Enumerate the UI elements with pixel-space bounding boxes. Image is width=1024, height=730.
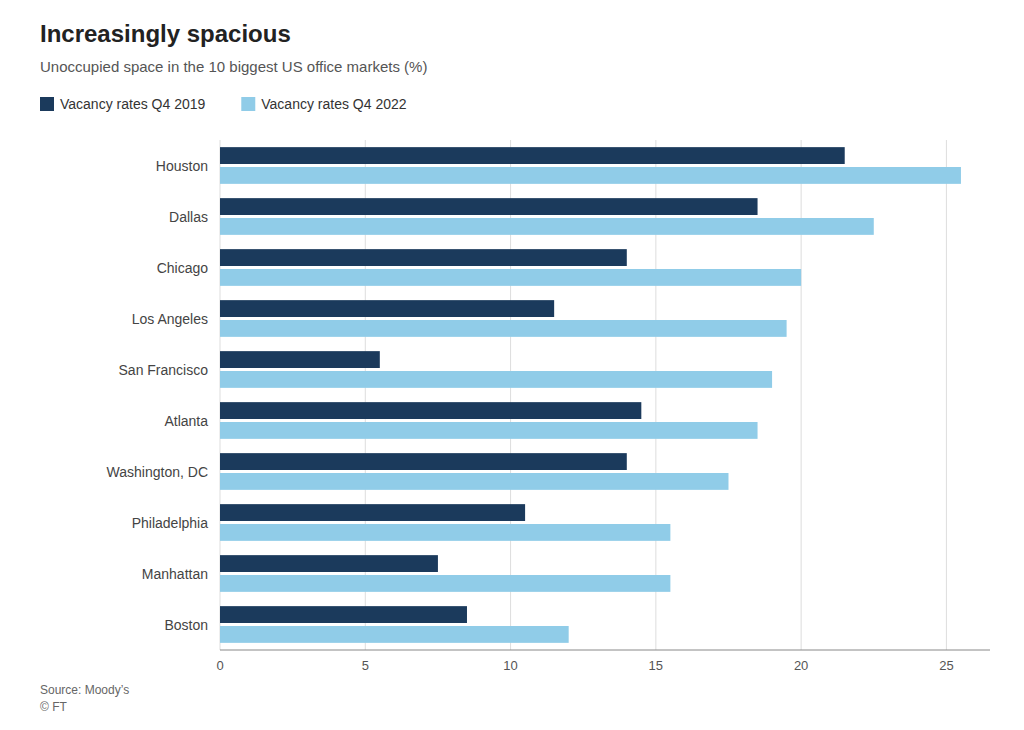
y-tick-label: Atlanta (164, 413, 208, 429)
bar (220, 351, 380, 368)
bar (220, 320, 787, 337)
source-line: Source: Moody’s (40, 683, 129, 697)
chart-svg: Increasingly spacious Unoccupied space in… (0, 0, 1024, 730)
bar (220, 147, 845, 164)
bar (220, 422, 758, 439)
bar (220, 269, 801, 286)
title: Increasingly spacious (40, 20, 291, 47)
source: Source: Moody’s © FT (40, 683, 129, 714)
legend-swatch (241, 97, 255, 111)
bar (220, 453, 627, 470)
x-tick-label: 20 (794, 658, 808, 673)
bar (220, 300, 554, 317)
y-tick-label: Boston (164, 617, 208, 633)
subtitle: Unoccupied space in the 10 biggest US of… (40, 58, 427, 75)
bar (220, 218, 874, 235)
x-tick-label: 25 (939, 658, 953, 673)
bar (220, 167, 961, 184)
x-tick-label: 15 (649, 658, 663, 673)
bar (220, 555, 438, 572)
legend: Vacancy rates Q4 2019 Vacancy rates Q4 20… (40, 96, 407, 112)
bar (220, 504, 525, 521)
bar (220, 402, 641, 419)
bar (220, 626, 569, 643)
x-axis-line (220, 650, 990, 651)
bar (220, 606, 467, 623)
bar (220, 473, 728, 490)
legend-swatch (40, 97, 54, 111)
source-line: © FT (40, 700, 68, 714)
y-tick-label: Dallas (169, 209, 208, 225)
y-tick-label: San Francisco (119, 362, 209, 378)
bar (220, 575, 670, 592)
bars (220, 147, 961, 643)
legend-label: Vacancy rates Q4 2019 (60, 96, 205, 112)
legend-label: Vacancy rates Q4 2022 (261, 96, 406, 112)
y-tick-label: Philadelphia (132, 515, 208, 531)
y-tick-label: Manhattan (142, 566, 208, 582)
grid (220, 140, 946, 650)
grid-line (801, 140, 802, 650)
bar (220, 198, 758, 215)
y-tick-label: Los Angeles (132, 311, 208, 327)
x-tick-label: 10 (503, 658, 517, 673)
grid-line (365, 140, 366, 650)
chart-container: Increasingly spacious Unoccupied space in… (0, 0, 1024, 730)
grid-line (946, 140, 947, 650)
grid-line (510, 140, 511, 650)
y-tick-label: Chicago (157, 260, 209, 276)
y-tick-label: Houston (156, 158, 208, 174)
x-tick-label: 5 (362, 658, 369, 673)
bar (220, 249, 627, 266)
bar (220, 371, 772, 388)
y-tick-label: Washington, DC (107, 464, 208, 480)
grid-line (220, 140, 221, 650)
bar (220, 524, 670, 541)
grid-line (655, 140, 656, 650)
x-tick-label: 0 (216, 658, 223, 673)
